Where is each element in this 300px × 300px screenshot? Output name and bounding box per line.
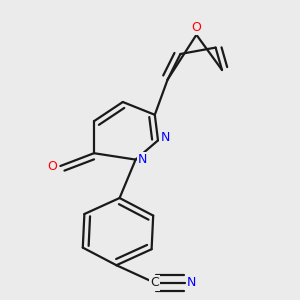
Text: C: C xyxy=(150,276,159,289)
Text: N: N xyxy=(138,153,147,166)
Text: N: N xyxy=(187,276,196,289)
Text: N: N xyxy=(160,131,170,144)
Text: O: O xyxy=(47,160,57,172)
Text: O: O xyxy=(191,21,201,34)
